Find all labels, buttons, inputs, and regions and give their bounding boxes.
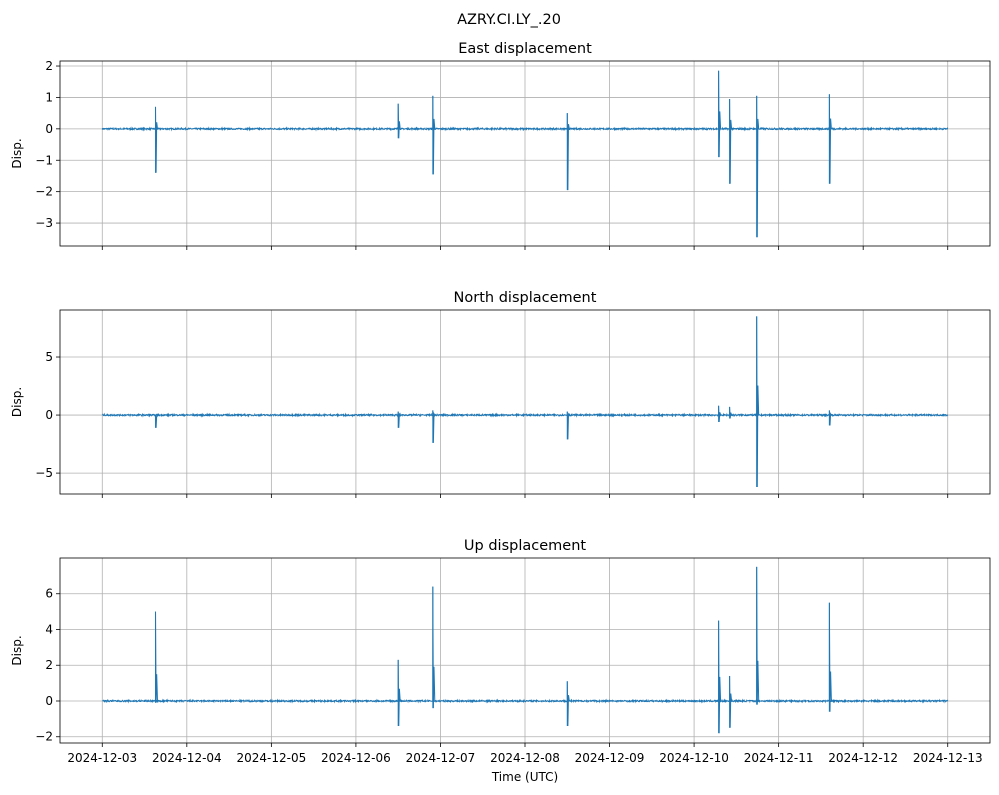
subplot-north: 5 0 −5 North displacement Disp.: [10, 290, 991, 498]
axes-frame: [59, 309, 991, 495]
y-tick-label: 6: [45, 587, 53, 601]
y-tick-label: −2: [35, 730, 53, 744]
y-tick-label: 1: [45, 90, 53, 104]
x-tick-label: 2024-12-07: [406, 751, 476, 765]
y-tick-label: 0: [45, 694, 53, 708]
axes-frame: [59, 60, 991, 247]
y-tick-label: 5: [45, 350, 53, 364]
y-tick-label: 2: [45, 59, 53, 73]
y-tick-label: 0: [45, 408, 53, 422]
y-axis-label: Disp.: [10, 635, 24, 665]
x-tick-label: 2024-12-05: [236, 751, 306, 765]
x-tick-label: 2024-12-06: [321, 751, 391, 765]
y-axis-label: Disp.: [10, 138, 24, 168]
subplot-east: 2 1 0 −1 −2 −3 East displacement Disp.: [10, 41, 991, 250]
y-tick-label: −1: [35, 153, 53, 167]
y-tick-label: −5: [35, 466, 53, 480]
y-tick-label: 2: [45, 658, 53, 672]
y-tick-label: 0: [45, 122, 53, 136]
subplot-title: East displacement: [458, 41, 592, 57]
x-tick-label: 2024-12-10: [659, 751, 729, 765]
subplot-title: North displacement: [454, 290, 597, 306]
y-axis-label: Disp.: [10, 387, 24, 417]
x-axis-label: Time (UTC): [491, 770, 558, 784]
x-tick-label: 2024-12-13: [913, 751, 983, 765]
subplot-up: 2024-12-03 2024-12-04 2024-12-05 2024-12-06…: [10, 538, 991, 784]
y-tick-label: 4: [45, 622, 53, 636]
figure-suptitle: AZRY.CI.LY_.20: [457, 12, 561, 28]
axes-frame: [59, 557, 991, 744]
y-tick-label: −3: [35, 216, 53, 230]
y-tick-label: −2: [35, 185, 53, 199]
x-tick-label: 2024-12-11: [744, 751, 814, 765]
x-tick-label: 2024-12-03: [67, 751, 137, 765]
displacement-series-line: [101, 70, 949, 238]
x-tick-label: 2024-12-12: [828, 751, 898, 765]
x-tick-label: 2024-12-09: [575, 751, 645, 765]
displacement-series-line: [102, 566, 949, 734]
x-tick-label: 2024-12-04: [152, 751, 222, 765]
subplot-title: Up displacement: [464, 538, 586, 554]
displacement-series-line: [102, 316, 948, 488]
x-tick-label: 2024-12-08: [490, 751, 560, 765]
